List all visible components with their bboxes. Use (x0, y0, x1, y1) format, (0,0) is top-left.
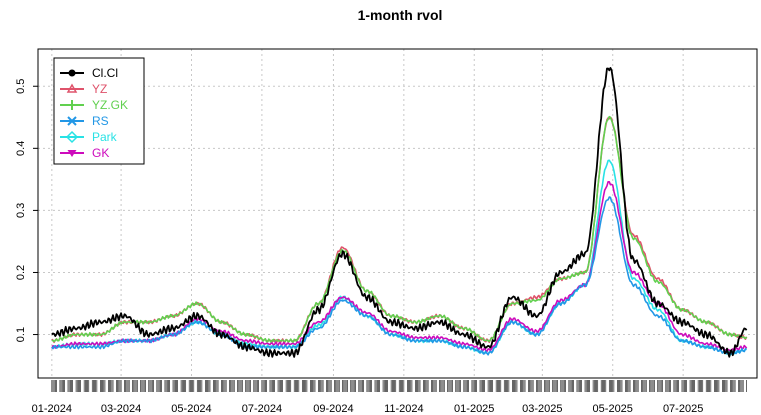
legend-marker-plus (67, 100, 77, 110)
legend-marker-cross (67, 116, 77, 126)
x-tick-label: 05-2025 (593, 403, 633, 415)
x-tick-label: 11-2024 (384, 403, 424, 415)
x-tick-label: 03-2025 (522, 403, 562, 415)
x-tick-label: 03-2024 (101, 403, 141, 415)
axes: 0.1 0.2 0.3 0.4 0.5 01-2024 03-2024 05-2024 07-2… (15, 79, 747, 415)
legend-label: RS (92, 114, 109, 128)
x-tick-label: 01-2024 (32, 403, 72, 415)
y-tick-label: 0.2 (15, 265, 27, 280)
legend-box (53, 57, 145, 165)
legend-label: YZ (92, 82, 107, 96)
legend-label: Cl.Cl (92, 66, 118, 80)
x-axis-ticks (51, 380, 747, 392)
series-lines (51, 67, 748, 358)
legend-marker-triangle (66, 83, 78, 93)
legend-marker-triangle-down (67, 150, 77, 157)
series-line-rs (51, 196, 747, 356)
series-line-yz (51, 116, 748, 344)
y-tick-label: 0.5 (15, 79, 27, 94)
x-tick-label: 09-2024 (313, 403, 353, 415)
x-tick-label: 07-2024 (242, 403, 282, 415)
y-tick-label: 0.1 (15, 327, 27, 342)
legend-marker-circle (68, 69, 76, 77)
y-tick-label: 0.4 (15, 141, 27, 156)
x-tick-label: 07-2025 (663, 403, 703, 415)
legend-label: YZ.GK (92, 98, 128, 112)
x-tick-label: 01-2025 (454, 403, 494, 415)
grid (38, 49, 757, 378)
legend-label: GK (92, 146, 109, 160)
series-line-yz-gk (51, 115, 748, 344)
series-line-cl-cl (51, 67, 748, 358)
chart-title: 1-month rvol (358, 7, 443, 23)
legend: Cl.Cl YZ YZ.GK RS Park GK (53, 57, 145, 165)
legend-marker-diamond (65, 130, 79, 144)
legend-label: Park (92, 130, 118, 144)
plot-frame (37, 48, 758, 379)
x-tick-label: 05-2024 (171, 403, 211, 415)
y-tick-label: 0.3 (15, 203, 27, 218)
